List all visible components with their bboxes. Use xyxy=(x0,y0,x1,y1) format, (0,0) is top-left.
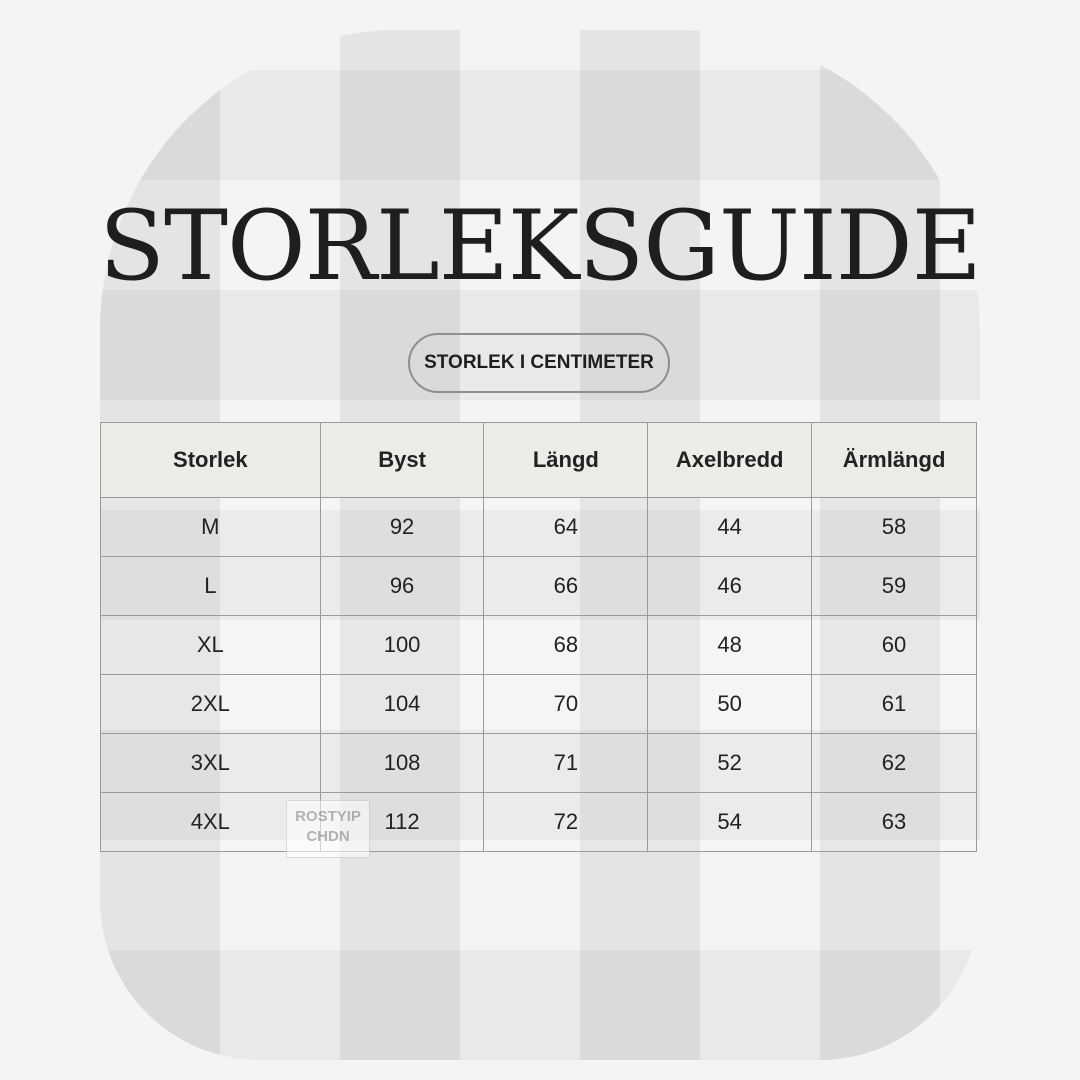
table-cell: 66 xyxy=(483,556,649,616)
page-title: STORLEKSGUIDE xyxy=(99,190,982,302)
table-cell: 48 xyxy=(647,615,813,675)
table-cell: 96 xyxy=(319,556,485,616)
table-cell: 44 xyxy=(647,497,813,557)
table-cell: M xyxy=(100,497,321,557)
column-header: Ärmlängd xyxy=(811,422,977,498)
table-cell: 46 xyxy=(647,556,813,616)
table-cell: 104 xyxy=(319,674,485,734)
table-cell: 108 xyxy=(319,733,485,793)
table-cell: 60 xyxy=(811,615,977,675)
column-header: Byst xyxy=(319,422,485,498)
table-cell: 71 xyxy=(483,733,649,793)
column-header: Storlek xyxy=(100,422,321,498)
table-cell: L xyxy=(100,556,321,616)
table-cell: 64 xyxy=(483,497,649,557)
column-header: Längd xyxy=(483,422,649,498)
table-row: M 92 64 44 58 xyxy=(100,497,977,557)
table-cell: 2XL xyxy=(100,674,321,734)
table-cell: 50 xyxy=(647,674,813,734)
table-cell: XL xyxy=(100,615,321,675)
table-cell: 72 xyxy=(483,792,649,852)
table-row: 3XL 108 71 52 62 xyxy=(100,733,977,793)
table-cell: 68 xyxy=(483,615,649,675)
sweater-label-tag: ROSTYIP CHDN xyxy=(286,800,370,858)
table-row: XL 100 68 48 60 xyxy=(100,615,977,675)
table-cell: 61 xyxy=(811,674,977,734)
table-cell: 100 xyxy=(319,615,485,675)
column-header: Axelbredd xyxy=(647,422,813,498)
table-cell: 59 xyxy=(811,556,977,616)
table-row: 4XL 112 72 54 63 xyxy=(100,792,977,852)
size-table: Storlek Byst Längd Axelbredd Ärmlängd M 92 64 4… xyxy=(100,422,977,852)
table-cell: 63 xyxy=(811,792,977,852)
table-cell: 54 xyxy=(647,792,813,852)
table-cell: 70 xyxy=(483,674,649,734)
table-cell: 4XL xyxy=(100,792,321,852)
table-cell: 58 xyxy=(811,497,977,557)
table-cell: 62 xyxy=(811,733,977,793)
table-cell: 52 xyxy=(647,733,813,793)
table-row: 2XL 104 70 50 61 xyxy=(100,674,977,734)
table-row: L 96 66 46 59 xyxy=(100,556,977,616)
unit-badge: STORLEK I CENTIMETER xyxy=(408,333,670,393)
table-cell: 3XL xyxy=(100,733,321,793)
table-cell: 92 xyxy=(319,497,485,557)
table-header-row: Storlek Byst Längd Axelbredd Ärmlängd xyxy=(100,422,977,498)
